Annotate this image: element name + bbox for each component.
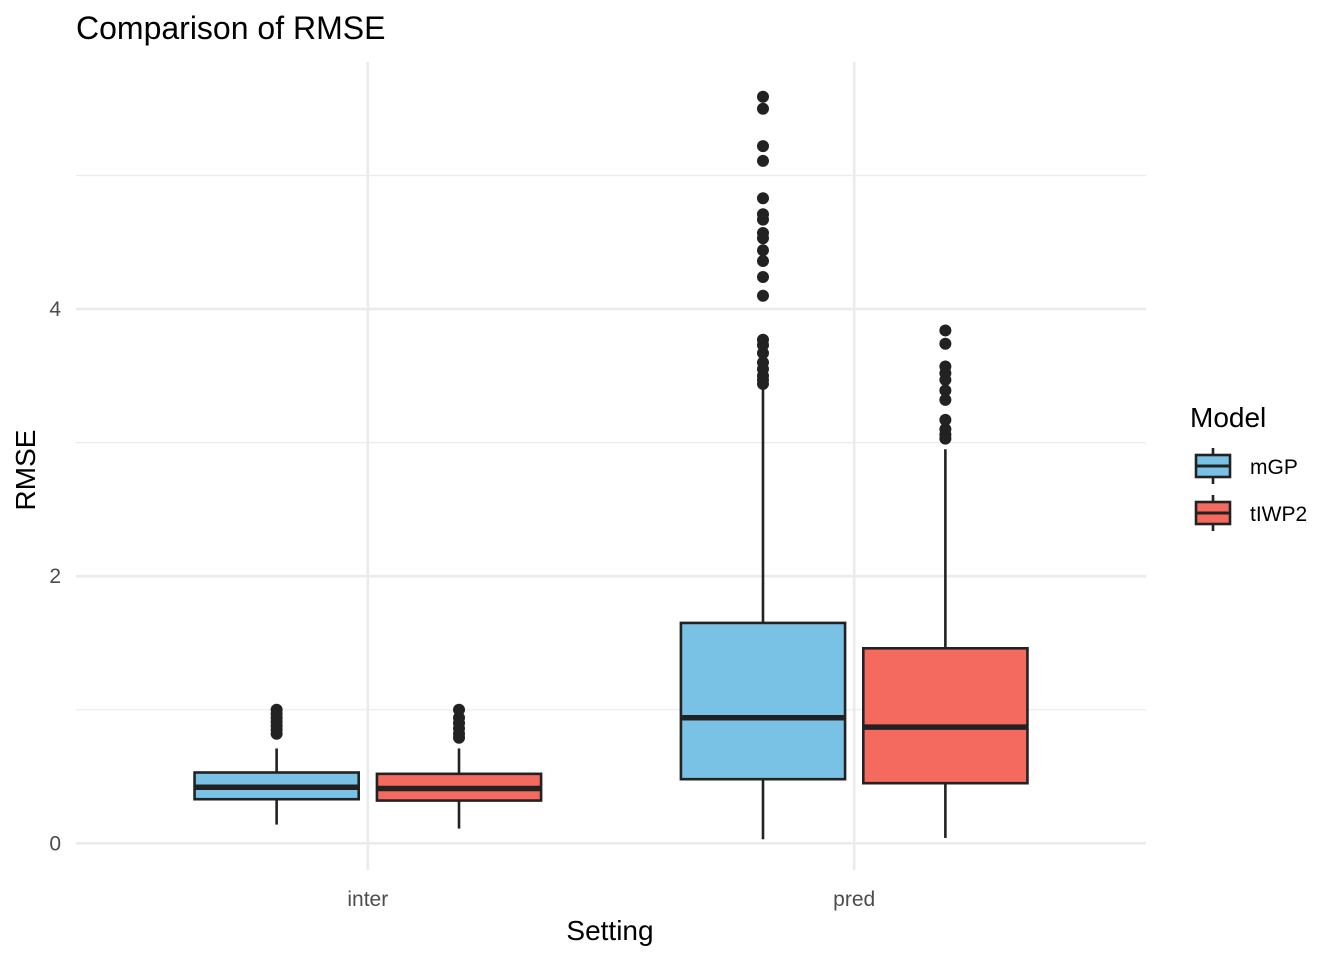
legend: Model mGP tIWP2 xyxy=(1190,402,1307,531)
outlier-point xyxy=(939,393,952,406)
grid xyxy=(76,62,1146,870)
box-body xyxy=(679,621,847,781)
outlier-point xyxy=(756,154,769,167)
outlier-point xyxy=(756,254,769,267)
outlier-point xyxy=(756,271,769,284)
outlier-point xyxy=(756,208,769,221)
outlier-point xyxy=(939,423,952,436)
outlier-point xyxy=(756,140,769,153)
legend-title: Model xyxy=(1190,402,1266,433)
outlier-point xyxy=(939,337,952,350)
legend-label: tIWP2 xyxy=(1250,503,1307,526)
x-axis-ticks: inter pred xyxy=(347,888,875,911)
x-axis-title: Setting xyxy=(566,915,653,946)
legend-item-tIWP2: tIWP2 xyxy=(1194,495,1307,531)
outlier-point xyxy=(756,356,769,369)
y-axis-ticks: 0 2 4 xyxy=(49,298,61,855)
legend-item-mGP: mGP xyxy=(1194,448,1298,484)
outlier-point xyxy=(756,102,769,115)
legend-label: mGP xyxy=(1250,456,1298,479)
outlier-point xyxy=(939,413,952,426)
x-tick-label: pred xyxy=(833,888,875,911)
outlier-point xyxy=(756,244,769,257)
outlier-point xyxy=(756,192,769,205)
outlier-point xyxy=(756,90,769,103)
y-tick-label: 0 xyxy=(49,832,61,855)
outlier-point xyxy=(939,360,952,373)
box-mGP-inter xyxy=(193,703,360,825)
outlier-point xyxy=(453,703,466,716)
chart-title: Comparison of RMSE xyxy=(76,10,385,46)
outlier-point xyxy=(756,226,769,239)
boxplots xyxy=(193,90,1029,840)
box-tIWP2-pred xyxy=(862,324,1029,838)
box-mGP-pred xyxy=(679,90,847,840)
y-tick-label: 4 xyxy=(49,298,61,321)
y-axis-title: RMSE xyxy=(10,430,41,511)
outlier-point xyxy=(939,324,952,337)
y-tick-label: 2 xyxy=(49,565,61,588)
outlier-point xyxy=(756,289,769,302)
outlier-point xyxy=(756,333,769,346)
outlier-point xyxy=(270,703,283,716)
box-tIWP2-inter xyxy=(375,703,543,829)
outlier-point xyxy=(939,384,952,397)
box-body xyxy=(862,647,1029,785)
x-tick-label: inter xyxy=(347,888,388,911)
